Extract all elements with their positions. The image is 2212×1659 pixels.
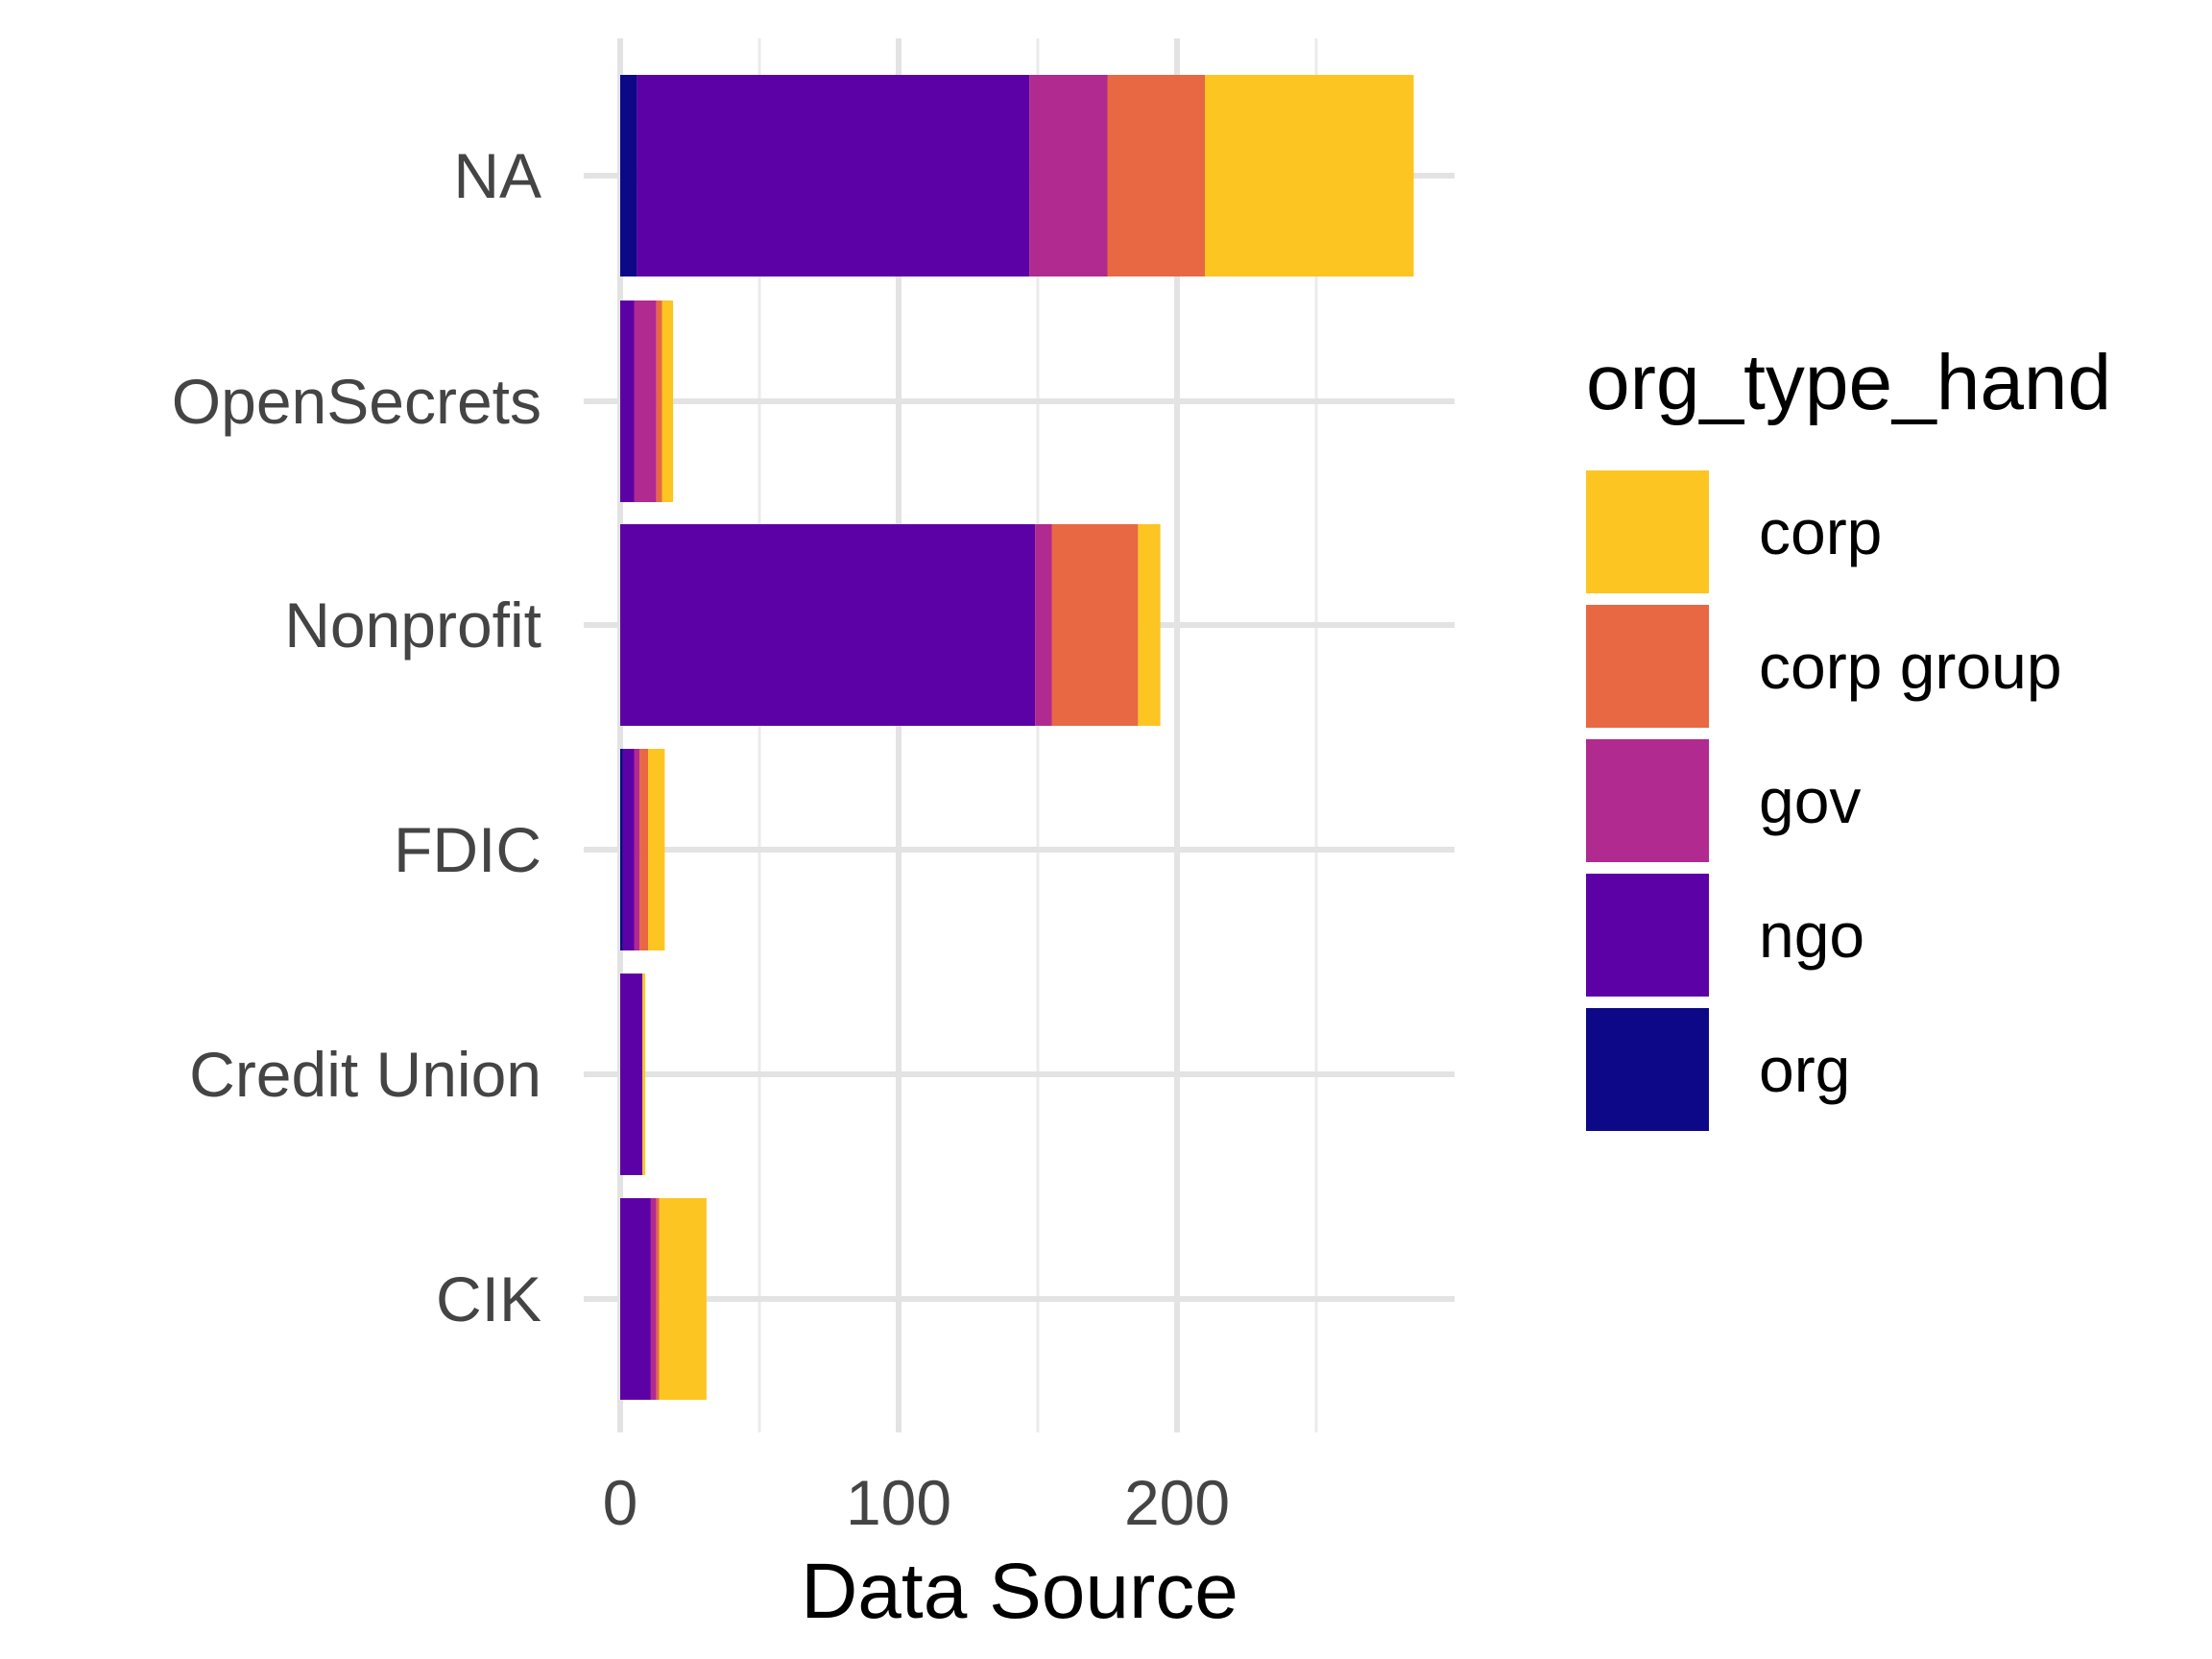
- bar-fdic-gov: [634, 749, 640, 950]
- legend-key-ngo: [1586, 874, 1709, 997]
- bar-opensecrets-corp-group: [656, 301, 662, 502]
- bar-nonprofit-gov: [1035, 524, 1052, 726]
- y-tick-label: OpenSecrets: [172, 366, 541, 437]
- bar-nonprofit-ngo: [620, 524, 1036, 726]
- bar-na-gov: [1029, 75, 1108, 276]
- bar-na-corp: [1205, 75, 1414, 276]
- legend: org_type_hand corp corp group gov ngo org: [1586, 339, 2111, 1131]
- bar-na-ngo: [637, 75, 1030, 276]
- x-axis-tick-labels: 0 100 200: [603, 1467, 1230, 1538]
- bar-fdic-corp-group: [639, 749, 648, 950]
- bar-credit-union-ngo: [620, 974, 643, 1175]
- legend-items: corp corp group gov ngo org: [1586, 470, 2062, 1131]
- bar-na-corp-group: [1107, 75, 1205, 276]
- bar-fdic-corp: [648, 749, 665, 950]
- legend-label-ngo: ngo: [1759, 900, 1864, 971]
- x-tick-label: 100: [846, 1467, 951, 1538]
- legend-key-corp-group: [1586, 605, 1709, 728]
- x-tick-label: 0: [603, 1467, 638, 1538]
- bar-opensecrets-gov: [634, 301, 657, 502]
- bar-na-org: [620, 75, 637, 276]
- bar-cik-corp-group: [656, 1198, 660, 1400]
- bar-nonprofit-corp-group: [1051, 524, 1139, 726]
- legend-label-corp-group: corp group: [1759, 631, 2062, 702]
- bar-cik-ngo: [620, 1198, 651, 1400]
- y-tick-label: FDIC: [394, 814, 541, 885]
- legend-key-gov: [1586, 739, 1709, 862]
- bar-cik-gov: [650, 1198, 657, 1400]
- x-tick-label: 200: [1124, 1467, 1230, 1538]
- bars: [620, 75, 1414, 1400]
- bar-credit-union-corp: [642, 974, 646, 1175]
- y-axis-tick-labels: NA OpenSecrets Nonprofit FDIC Credit Union CI…: [172, 140, 541, 1334]
- bar-opensecrets-corp: [661, 301, 674, 502]
- bar-fdic-ngo: [622, 749, 635, 950]
- legend-label-corp: corp: [1759, 496, 1882, 567]
- bar-opensecrets-ngo: [620, 301, 635, 502]
- bar-nonprofit-corp: [1138, 524, 1161, 726]
- y-tick-label: Nonprofit: [284, 589, 541, 661]
- bar-cik-corp: [659, 1198, 707, 1400]
- y-tick-label: NA: [453, 140, 541, 211]
- legend-label-org: org: [1759, 1034, 1850, 1105]
- legend-key-corp: [1586, 470, 1709, 593]
- bar-fdic-org: [620, 749, 623, 950]
- legend-label-gov: gov: [1759, 765, 1861, 836]
- y-tick-label: Credit Union: [189, 1039, 541, 1110]
- x-axis-title: Data Source: [801, 1548, 1238, 1635]
- legend-title: org_type_hand: [1586, 339, 2111, 426]
- legend-key-org: [1586, 1008, 1709, 1131]
- y-tick-label: CIK: [436, 1263, 541, 1334]
